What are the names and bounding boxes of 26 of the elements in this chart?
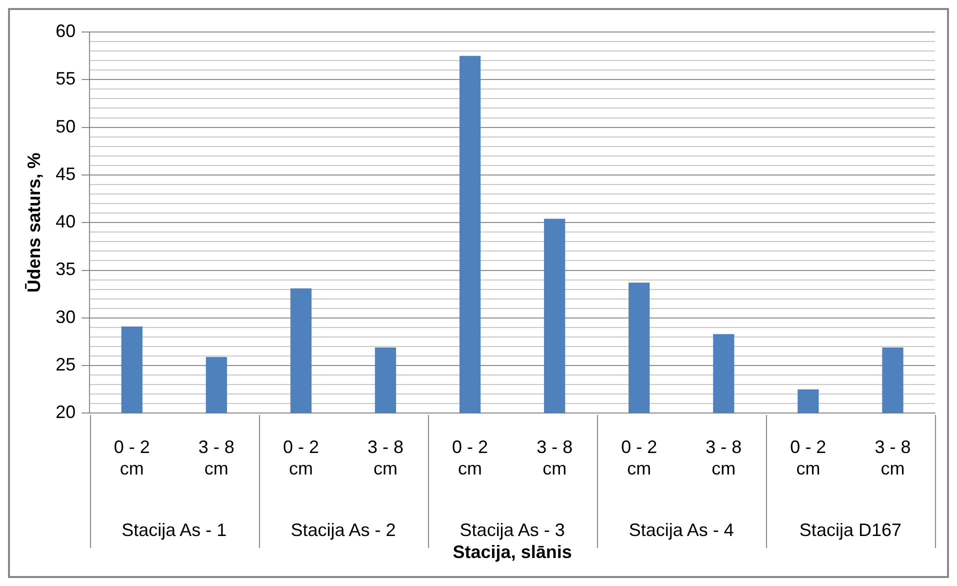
x-axis-title: Stacija, slānis <box>452 542 572 562</box>
x-tick-label: 3 - 8 cm <box>874 436 911 479</box>
y-tick-label: 40 <box>56 212 76 232</box>
y-tick-label: 55 <box>56 68 76 89</box>
y-tick-label: 45 <box>56 164 76 184</box>
y-tick-label: 50 <box>56 116 76 136</box>
text: Stacija D167 <box>799 520 902 540</box>
x-tick-label: 3 - 8 cm <box>367 436 404 479</box>
text: Stacija As - 1 <box>122 520 227 540</box>
x-tick-label: 3 - 8 cm <box>198 436 234 479</box>
y-tick-label: 30 <box>56 306 76 327</box>
x-tick-label: 0 - 2 cm <box>452 436 488 479</box>
y-tick-label: 35 <box>56 259 76 280</box>
x-tick-label: 0 - 2 cm <box>114 436 150 479</box>
text: Stacija As - 2 <box>290 520 396 540</box>
y-tick-label: 60 <box>56 20 76 41</box>
text: Stacija As - 4 <box>628 520 734 540</box>
text: Stacija As - 3 <box>460 520 565 540</box>
x-tick-label: 0 - 2 cm <box>790 436 826 479</box>
y-tick-label: 25 <box>56 354 76 375</box>
x-tick-label: 0 - 2 cm <box>621 436 658 479</box>
y-tick-label: 20 <box>56 402 76 422</box>
x-tick-label: 3 - 8 cm <box>706 436 742 479</box>
x-tick-label: 3 - 8 cm <box>536 436 573 479</box>
y-axis-title: Ūdens saturs, % <box>24 152 44 293</box>
x-tick-label: 0 - 2 cm <box>282 436 319 479</box>
